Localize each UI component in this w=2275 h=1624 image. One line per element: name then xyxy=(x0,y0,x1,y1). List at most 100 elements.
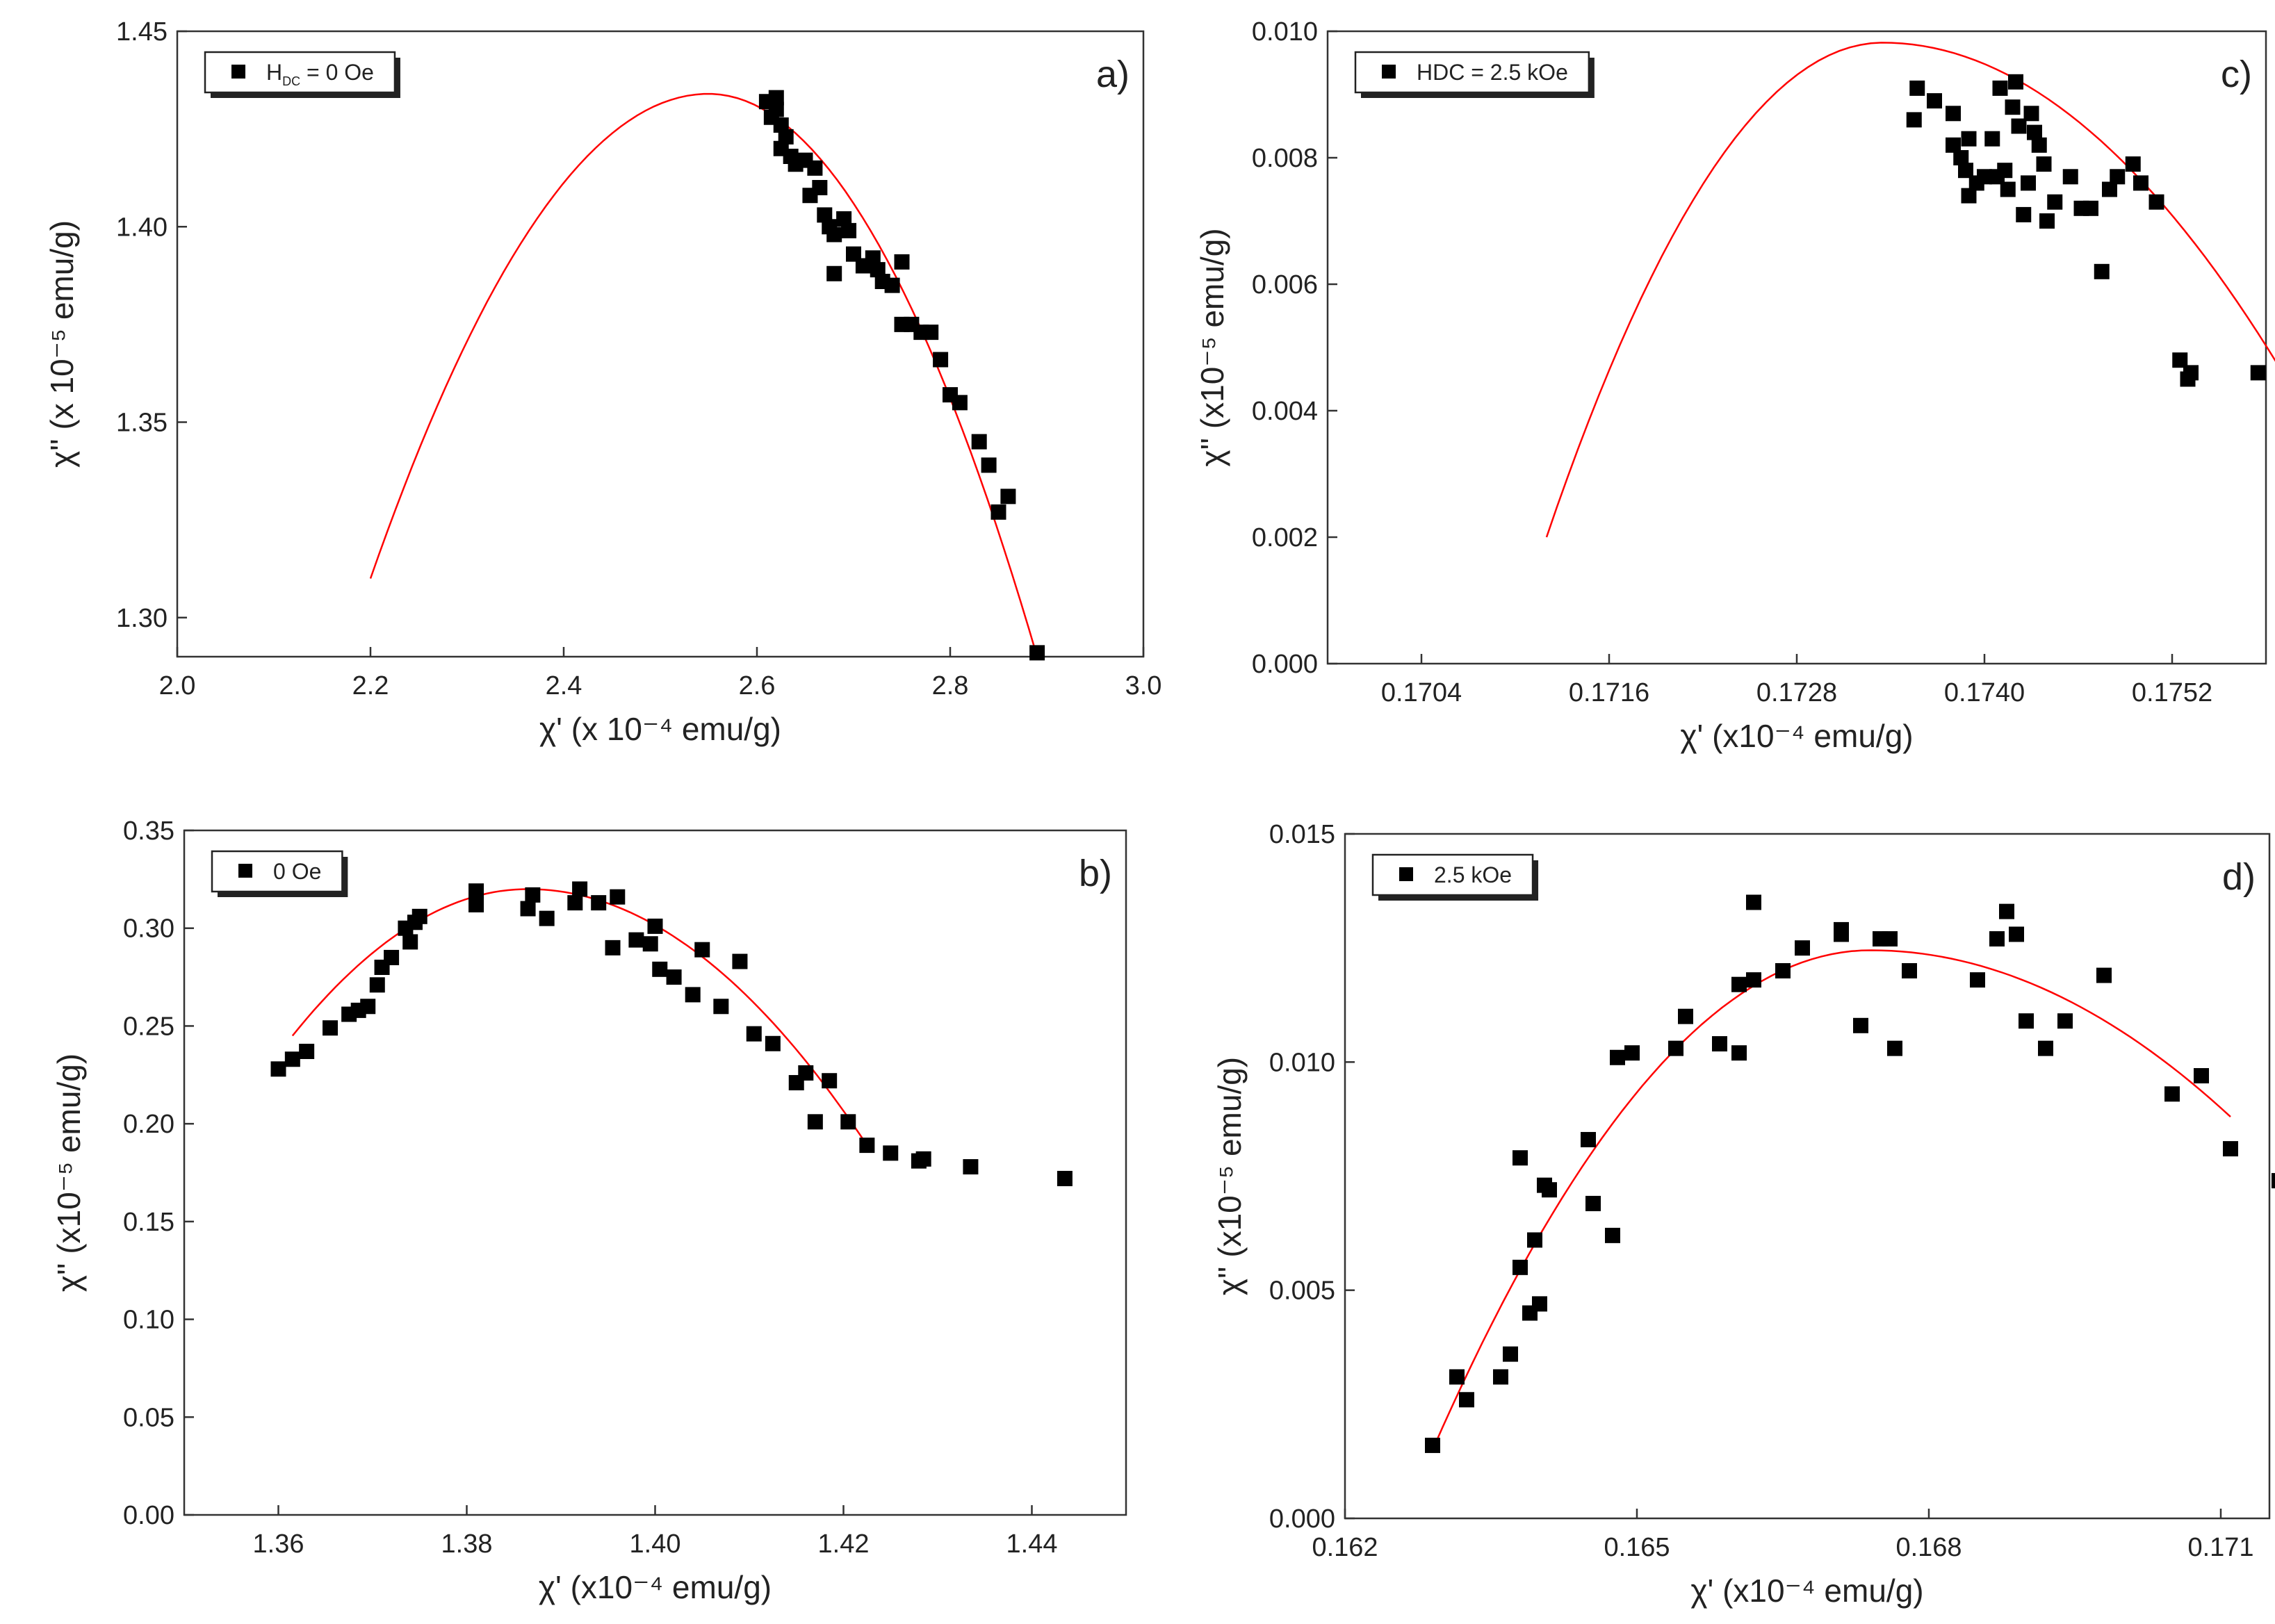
data-point xyxy=(840,1114,856,1130)
fit-curve xyxy=(1545,42,2275,538)
data-point xyxy=(846,246,861,262)
data-point xyxy=(1731,1045,1747,1061)
chart-panel-a: 2.0 2.2 2.4 2.6 2.8 3.0 1.30 1.35 1.40 1.45 χ' (x … xyxy=(44,17,1161,747)
data-point xyxy=(2023,106,2039,122)
data-point xyxy=(836,211,852,227)
y-tick-label: 1.35 xyxy=(116,409,168,438)
data-point xyxy=(1946,106,1961,122)
y-tick-label: 1.30 xyxy=(116,604,168,633)
data-point xyxy=(2038,1040,2053,1056)
data-point xyxy=(572,881,588,897)
data-point xyxy=(2250,365,2266,381)
panel-label: d) xyxy=(2222,856,2256,898)
data-point xyxy=(884,277,900,293)
x-tick-label: 3.0 xyxy=(1125,671,1162,700)
data-point xyxy=(1493,1369,1508,1385)
data-point xyxy=(1527,1232,1542,1248)
data-point xyxy=(323,1020,339,1036)
data-point xyxy=(1542,1182,1557,1198)
data-point xyxy=(963,1159,979,1175)
data-point xyxy=(270,1061,286,1077)
data-point xyxy=(807,1114,823,1130)
legend: HDC = 0 Oe xyxy=(204,51,400,98)
data-point xyxy=(369,977,385,993)
legend-marker xyxy=(238,864,252,878)
data-point xyxy=(826,227,842,243)
data-point xyxy=(1624,1045,1640,1061)
x-tick-label: 2.6 xyxy=(739,671,776,700)
x-tick-label: 0.165 xyxy=(1604,1533,1670,1562)
legend-label: HDC = 0 Oe xyxy=(266,60,374,88)
data-point xyxy=(768,101,784,117)
data-point xyxy=(2036,156,2052,172)
data-point xyxy=(1887,1040,1902,1056)
data-point xyxy=(894,254,910,270)
data-point xyxy=(1997,163,2013,179)
data-point xyxy=(2039,213,2055,229)
x-axis-title: χ' (x10⁻⁴ emu/g) xyxy=(1690,1573,1923,1609)
y-tick-label: 0.006 xyxy=(1252,270,1318,300)
data-point xyxy=(1449,1369,1465,1385)
x-tick-label: 1.42 xyxy=(818,1529,870,1559)
legend: HDC = 2.5 kOe xyxy=(1354,51,1595,98)
data-point xyxy=(610,889,626,905)
data-point xyxy=(468,896,484,912)
data-point xyxy=(2125,156,2141,172)
legend: 2.5 kOe xyxy=(1371,853,1539,901)
data-point xyxy=(2272,1173,2275,1189)
data-point xyxy=(2110,169,2126,185)
plot-frame xyxy=(1344,832,2271,1520)
legend-label: HDC = 2.5 kOe xyxy=(1417,60,1568,85)
y-tick-label: 1.40 xyxy=(116,213,168,242)
data-point xyxy=(1605,1227,1620,1243)
data-point xyxy=(807,160,823,176)
x-tick-label: 0.168 xyxy=(1895,1533,1962,1562)
data-point xyxy=(1977,169,1992,185)
legend-marker xyxy=(1382,65,1396,79)
data-point xyxy=(768,90,784,106)
data-point xyxy=(647,918,663,934)
x-axis-title: χ' (x 10⁻⁴ emu/g) xyxy=(539,711,781,747)
data-point xyxy=(2005,99,2021,115)
legend-label: 0 Oe xyxy=(273,859,321,884)
y-tick-label: 0.002 xyxy=(1252,523,1318,552)
y-tick-label: 0.004 xyxy=(1252,397,1318,426)
data-point xyxy=(2021,175,2036,191)
data-point xyxy=(1731,976,1747,992)
fit-curve xyxy=(369,92,1038,657)
y-tick-label: 1.45 xyxy=(116,17,168,47)
chart-panel-b: 1.36 1.38 1.40 1.42 1.44 0.00 0.05 0.10 0.15 0.20… xyxy=(51,817,1127,1605)
data-point xyxy=(2008,74,2023,90)
data-point xyxy=(360,999,376,1015)
data-point xyxy=(1057,1170,1073,1186)
data-point xyxy=(2164,1086,2180,1102)
y-tick-label: 0.30 xyxy=(123,914,174,944)
data-point xyxy=(1459,1392,1474,1408)
y-tick-label: 0.008 xyxy=(1252,144,1318,173)
plot-frame xyxy=(176,30,1145,658)
x-tick-label: 0.1728 xyxy=(1756,678,1837,707)
data-point xyxy=(2047,194,2063,210)
data-point xyxy=(990,504,1006,520)
data-point xyxy=(1000,489,1016,505)
data-point xyxy=(520,901,536,917)
data-point xyxy=(732,953,748,969)
data-point xyxy=(402,934,418,950)
data-point xyxy=(1795,940,1810,956)
y-tick-label: 0.05 xyxy=(123,1403,174,1432)
y-tick-label: 0.10 xyxy=(123,1306,174,1335)
data-point xyxy=(694,942,710,958)
y-tick-label: 0.000 xyxy=(1269,1504,1335,1534)
data-point xyxy=(468,883,484,899)
data-point xyxy=(1909,80,1925,96)
data-point xyxy=(1999,903,2014,919)
data-point xyxy=(605,940,621,955)
data-point xyxy=(1961,131,1977,147)
data-point xyxy=(798,1065,814,1081)
data-point xyxy=(713,999,729,1015)
data-point xyxy=(1953,150,1969,165)
data-point xyxy=(2148,194,2164,210)
data-point xyxy=(923,325,939,341)
data-point xyxy=(1834,921,1849,937)
